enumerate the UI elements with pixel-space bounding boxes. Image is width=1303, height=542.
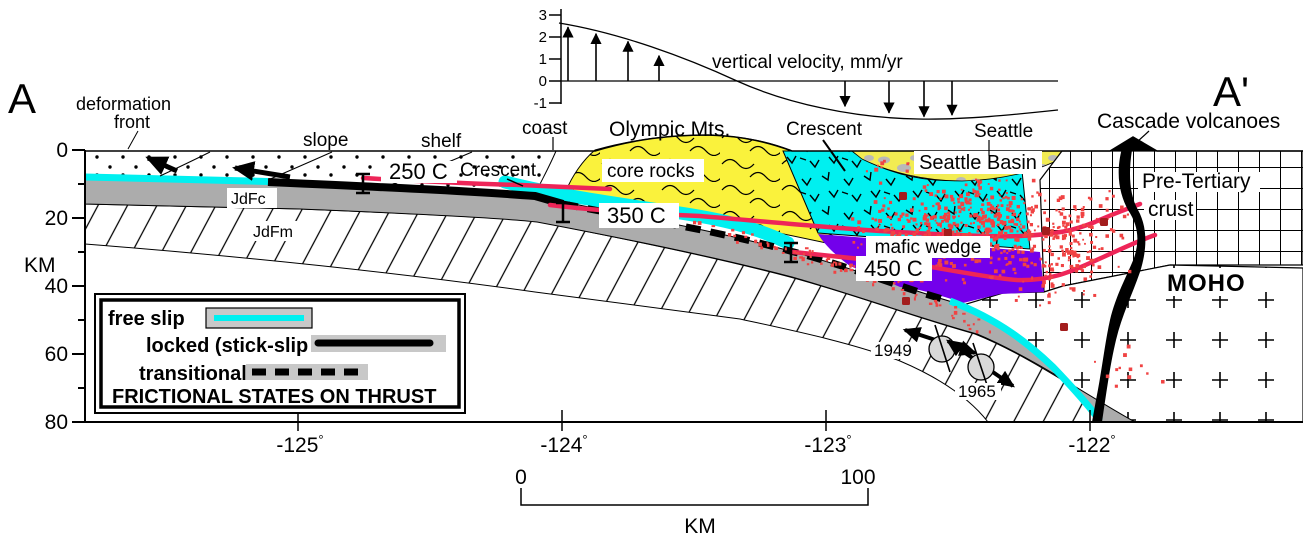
moho-label: MOHO [1167, 270, 1246, 297]
depth-axis-unit: KM [24, 254, 56, 277]
velocity-arrows [562, 26, 958, 118]
label-1949: 1949 [874, 341, 912, 360]
deformation-front-label-1: deformation [76, 94, 171, 114]
velocity-plot-label: vertical velocity, mm/yr [712, 52, 903, 73]
core-rocks-label: core rocks [607, 161, 695, 182]
isotherm-350-marker [556, 201, 570, 224]
legend-inner-border [99, 298, 461, 409]
depth-tick-80: 80 [45, 411, 68, 434]
lon-label-123: -123° [804, 432, 851, 457]
thrust-arrow-1 [145, 155, 179, 175]
label-box-450 [856, 256, 932, 281]
lon-label-122: -122° [1068, 432, 1115, 457]
mafic-wedge-label: mafic wedge [875, 237, 982, 258]
shelf-label: shelf [421, 131, 462, 152]
isotherm-thrust-markers [356, 172, 798, 264]
scale-bar: 0 100 KM [515, 466, 875, 538]
cascade-volcano [1110, 137, 1157, 151]
crescent-right-leader [822, 139, 846, 172]
jdfm-label: JdFm [253, 224, 293, 241]
depth-tick-0: 0 [56, 139, 68, 162]
depth-tick-20: 20 [45, 207, 68, 230]
unit-labels: 250 C 350 C 450 C core rocks Seattle Bas… [227, 151, 1260, 297]
crescent-left-label: Crescent [460, 160, 537, 181]
depth-tick-60: 60 [45, 343, 68, 366]
scale-bar-end: 100 [840, 466, 875, 489]
thrust-free-slip-deep [948, 297, 1103, 424]
scale-bar-start: 0 [515, 466, 527, 489]
velocity-curve [558, 22, 1059, 120]
deformation-front-leader [127, 130, 139, 150]
thrust-arrow-2 [232, 161, 291, 181]
crescent-left-leader [506, 178, 524, 187]
crescent-right-label: Crescent [786, 119, 863, 140]
legend-locked-label: locked (stick-slip [146, 335, 308, 357]
pre-tertiary-label: Pre-Tertiary [1142, 170, 1251, 193]
cascade-volcanoes-label: Cascade volcanoes [1097, 110, 1280, 133]
isotherm-450-marker [784, 241, 798, 264]
label-box-1965 [955, 383, 1001, 400]
velocity-tick-0: 0 [539, 73, 547, 90]
velocity-plot: 3 2 1 0 -1 vertical velocity, mm/yr [534, 7, 1059, 120]
label-1965: 1965 [958, 382, 996, 401]
coast-label: coast [522, 118, 568, 139]
velocity-ticks [549, 14, 561, 104]
scale-bar-unit: KM [684, 515, 716, 538]
isotherm-350-label: 350 C [607, 203, 666, 228]
deformation-front-label-2: front [114, 112, 150, 132]
scale-bar-line [520, 488, 869, 506]
surface-line [85, 134, 1303, 152]
label-box-jdfm [249, 221, 303, 241]
velocity-tick-2: 2 [539, 29, 547, 46]
velocity-tick-3: 3 [539, 7, 547, 24]
thrust-free-slip-shallow [84, 173, 269, 185]
endpoint-a: A [8, 75, 36, 122]
axes: 0 20 40 60 80 KM -125° -124° -123° -122° [24, 139, 1303, 457]
surface-labels: A A' deformation front slope shelf coast… [8, 68, 1280, 187]
isotherm-450-label: 450 C [864, 256, 923, 281]
seattle-basin-label: Seattle Basin [919, 152, 1037, 174]
lon-label-125: -125° [276, 432, 323, 457]
legend-transitional-label: transitional [139, 363, 247, 385]
depth-tick-40: 40 [45, 275, 68, 298]
endpoint-a-prime: A' [1213, 68, 1249, 115]
lon-label-124: -124° [540, 432, 587, 457]
legend-box: free slip locked (stick-slip transitiona… [94, 293, 466, 414]
label-box-crust [1144, 200, 1196, 220]
olympic-mts-label: Olympic Mts. [609, 118, 730, 141]
cascade-leader [1135, 130, 1150, 144]
label-box-1949 [871, 342, 917, 359]
crust-label: crust [1148, 198, 1194, 221]
slope-label: slope [303, 130, 348, 151]
label-box-250 [381, 161, 457, 183]
label-box-mafic-wedge [866, 236, 990, 258]
label-box-core-rocks [602, 159, 704, 182]
isotherm-250-marker [356, 172, 370, 195]
seattle-label: Seattle [974, 121, 1033, 142]
velocity-tick-1: 1 [539, 51, 547, 68]
thrust-locked [267, 178, 565, 208]
legend-title: FRICTIONAL STATES ON THRUST [112, 386, 436, 408]
label-box-pre-tertiary [1138, 172, 1260, 192]
label-box-350 [599, 203, 679, 228]
label-box-seattle-basin [914, 151, 1042, 174]
depth-axis-ticks [72, 149, 85, 423]
volcano-conduit [1092, 148, 1146, 422]
velocity-tick-neg1: -1 [534, 95, 547, 112]
label-box-jdfc [227, 188, 277, 208]
isotherm-250-label: 250 C [389, 159, 448, 184]
legend-free-slip-label: free slip [108, 308, 185, 330]
jdfc-label: JdFc [231, 191, 266, 208]
label-box-moho [1162, 272, 1254, 296]
